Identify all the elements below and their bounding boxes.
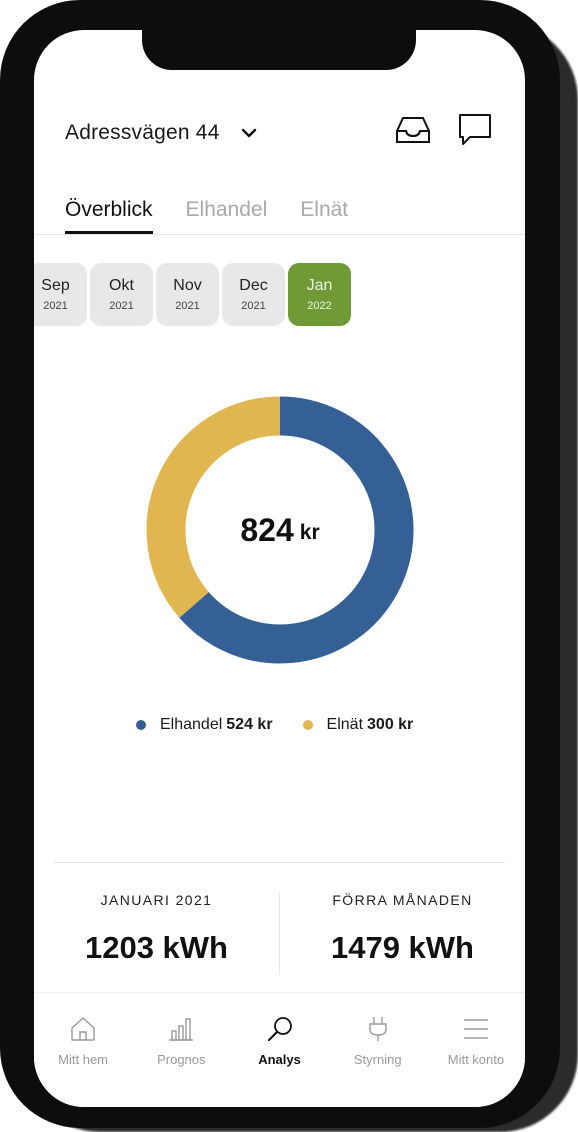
donut-slice-elhandel bbox=[179, 396, 414, 664]
nav-label: Analys bbox=[258, 1052, 301, 1067]
address-label: Adressvägen 44 bbox=[65, 121, 220, 144]
chevron-down-icon bbox=[240, 124, 258, 142]
legend-label: Elhandel bbox=[160, 716, 223, 733]
donut-slice-eln-t bbox=[146, 396, 281, 618]
stat-current-month: JANUARI 2021 1203 kWh bbox=[34, 892, 279, 966]
bar-chart-icon bbox=[167, 1015, 195, 1043]
month-year: 2021 bbox=[175, 300, 200, 312]
legend-label: Elnät bbox=[326, 716, 364, 733]
nav-styrning[interactable]: Styrning bbox=[329, 993, 427, 1107]
month-okt-2021[interactable]: Okt 2021 bbox=[90, 263, 153, 326]
month-dec-2021[interactable]: Dec 2021 bbox=[222, 263, 285, 326]
cost-donut-chart: 824 kr bbox=[146, 396, 414, 664]
stat-separator bbox=[279, 892, 280, 974]
legend-value: 300 kr bbox=[367, 716, 414, 733]
address-selector[interactable]: Adressvägen 44 bbox=[65, 118, 258, 148]
inbox-button[interactable] bbox=[393, 112, 433, 152]
stat-value: 1203 kWh bbox=[84, 930, 228, 965]
chat-icon bbox=[457, 112, 493, 153]
month-label: Okt bbox=[109, 277, 134, 294]
month-selector: Sep 2021 Okt 2021 Nov 2021 Dec 2021 Jan … bbox=[34, 263, 354, 326]
tabs-divider bbox=[34, 234, 525, 235]
legend-dot-elhandel bbox=[136, 720, 146, 730]
bottom-navigation: Mitt hem Prognos Analys Styrning bbox=[34, 992, 525, 1107]
tab-bar: Överblick Elhandel Elnät bbox=[65, 198, 381, 234]
month-label: Sep bbox=[41, 277, 70, 294]
legend-value: 524 kr bbox=[226, 716, 273, 733]
month-year: 2022 bbox=[307, 300, 332, 312]
month-sep-2021[interactable]: Sep 2021 bbox=[34, 263, 87, 326]
stat-value: 1479 kWh bbox=[330, 930, 474, 965]
donut-center: 824 kr bbox=[146, 396, 414, 664]
home-icon bbox=[69, 1015, 97, 1043]
donut-svg bbox=[146, 396, 414, 664]
nav-analys[interactable]: Analys bbox=[230, 993, 328, 1107]
stat-label: FÖRRA MÅNADEN bbox=[332, 892, 473, 908]
month-label: Dec bbox=[239, 277, 268, 294]
month-nov-2021[interactable]: Nov 2021 bbox=[156, 263, 219, 326]
nav-mitt-konto[interactable]: Mitt konto bbox=[427, 993, 525, 1107]
month-year: 2021 bbox=[109, 300, 134, 312]
inbox-icon bbox=[394, 114, 432, 151]
plug-icon bbox=[364, 1015, 392, 1043]
nav-label: Mitt hem bbox=[58, 1052, 109, 1067]
chat-button[interactable] bbox=[455, 112, 495, 152]
stats-divider bbox=[54, 862, 505, 863]
app-screen: Adressvägen 44 Överblick Elhandel Elnät … bbox=[34, 30, 525, 1107]
month-label: Nov bbox=[173, 277, 202, 294]
chart-legend: Elhandel 524 kr Elnät 300 kr bbox=[136, 716, 443, 734]
stat-label: JANUARI 2021 bbox=[100, 892, 213, 908]
phone-notch bbox=[142, 18, 416, 70]
tab-overblick[interactable]: Överblick bbox=[65, 198, 153, 234]
month-year: 2021 bbox=[241, 300, 266, 312]
nav-mitt-hem[interactable]: Mitt hem bbox=[34, 993, 132, 1107]
legend-item-elnat: Elnät 300 kr bbox=[302, 716, 414, 734]
nav-label: Styrning bbox=[353, 1052, 402, 1067]
legend-item-elhandel: Elhandel 524 kr bbox=[136, 716, 273, 734]
month-jan-2022[interactable]: Jan 2022 bbox=[288, 263, 351, 326]
total-cost-value: 824 bbox=[240, 511, 294, 548]
tab-elnat[interactable]: Elnät bbox=[300, 198, 349, 221]
month-label: Jan bbox=[306, 277, 333, 294]
nav-label: Mitt konto bbox=[447, 1052, 505, 1067]
nav-label: Prognos bbox=[157, 1052, 206, 1067]
nav-prognos[interactable]: Prognos bbox=[132, 993, 230, 1107]
month-year: 2021 bbox=[43, 300, 68, 312]
tab-elhandel[interactable]: Elhandel bbox=[185, 198, 268, 221]
menu-icon bbox=[462, 1015, 490, 1043]
phone-frame: Adressvägen 44 Överblick Elhandel Elnät … bbox=[0, 0, 560, 1128]
search-icon bbox=[266, 1015, 294, 1043]
total-cost-unit: kr bbox=[299, 521, 320, 544]
stat-previous-month: FÖRRA MÅNADEN 1479 kWh bbox=[280, 892, 525, 966]
legend-dot-elnat bbox=[302, 720, 313, 730]
